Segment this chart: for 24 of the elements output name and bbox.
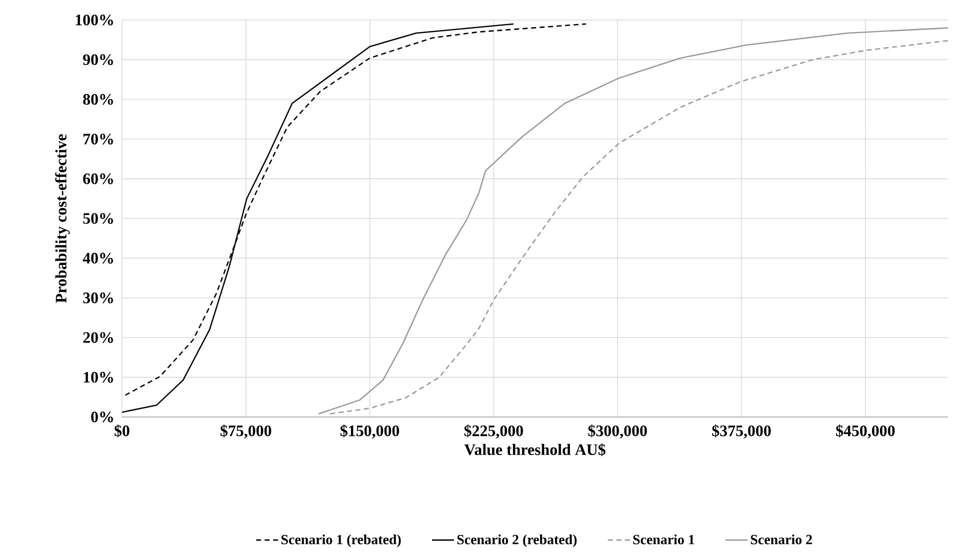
- y-tick-label: 80%: [83, 94, 113, 105]
- x-tick-label: $450,000: [836, 424, 895, 439]
- x-tick-label: $375,000: [712, 424, 771, 439]
- y-tick-label: 40%: [82, 252, 113, 264]
- y-tick-label: 70%: [84, 134, 113, 144]
- y-tick-label: 20%: [83, 332, 113, 343]
- x-tick-label: $75,000: [220, 424, 272, 439]
- x-tick-label: $150,000: [340, 424, 400, 439]
- y-axis-title: Probability cost-effective: [55, 134, 70, 303]
- x-axis-title: Value threshold AU$: [464, 443, 606, 456]
- y-tick-label: 90%: [83, 54, 113, 66]
- x-tick-label: $300,000: [588, 424, 647, 439]
- y-tick-label: 30%: [83, 292, 113, 304]
- legend-label: Scenario 2: [750, 534, 812, 544]
- legend-label: Scenario 1: [633, 534, 694, 544]
- y-tick-label: 50%: [83, 213, 113, 224]
- x-tick-label: $0: [114, 424, 130, 438]
- y-tick-label: 10%: [84, 372, 113, 383]
- x-tick-label: $225,000: [464, 424, 523, 439]
- y-tick-label: 100%: [76, 14, 113, 26]
- legend-label: Scenario 1 (rebated): [282, 534, 401, 548]
- legend-label: Scenario 2 (rebated): [457, 534, 577, 548]
- y-tick-label: 60%: [83, 173, 113, 184]
- y-tick-label: 0%: [91, 412, 113, 422]
